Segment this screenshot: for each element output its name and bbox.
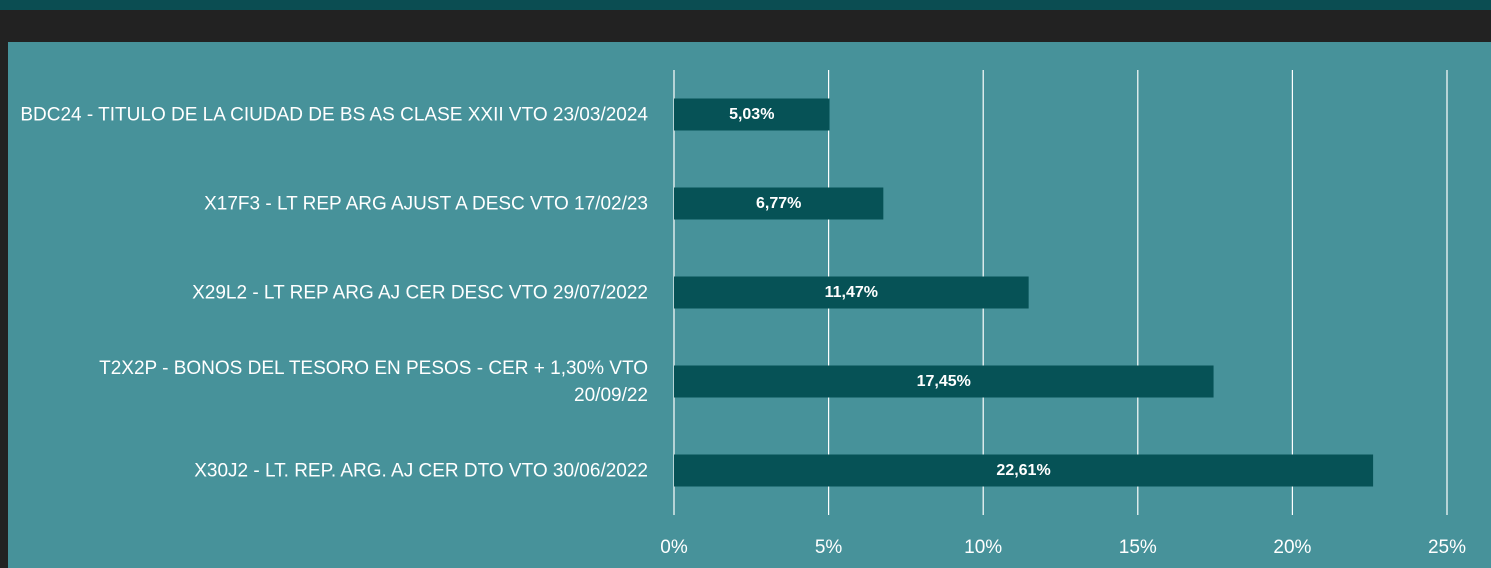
category-label: X30J2 - LT. REP. ARG. AJ CER DTO VTO 30/… bbox=[194, 460, 648, 481]
bar bbox=[674, 187, 884, 220]
category-label: X29L2 - LT REP ARG AJ CER DESC VTO 29/07… bbox=[192, 282, 648, 303]
bar bbox=[674, 98, 830, 131]
value-label: 11,47% bbox=[824, 283, 879, 301]
x-tick-label: 15% bbox=[1118, 537, 1157, 558]
top-bar bbox=[0, 0, 1491, 10]
value-label: 6,77% bbox=[755, 194, 802, 212]
x-tick-label: 0% bbox=[660, 537, 688, 558]
x-tick-label: 10% bbox=[964, 537, 1003, 558]
category-label: X17F3 - LT REP ARG AJUST A DESC VTO 17/0… bbox=[204, 193, 648, 214]
value-label: 22,61% bbox=[996, 461, 1051, 479]
category-label: T2X2P - BONOS DEL TESORO EN PESOS - CER … bbox=[99, 357, 648, 406]
value-label: 5,03% bbox=[729, 105, 775, 123]
bar bbox=[674, 454, 1374, 487]
x-tick-label: 20% bbox=[1273, 537, 1312, 558]
bar bbox=[674, 365, 1214, 398]
x-tick-label: 25% bbox=[1427, 537, 1467, 558]
bar bbox=[674, 276, 1029, 309]
x-tick-label: 5% bbox=[814, 537, 843, 558]
category-label: BDC24 - TITULO DE LA CIUDAD DE BS AS CLA… bbox=[20, 104, 648, 125]
value-label: 17,45% bbox=[916, 372, 971, 390]
